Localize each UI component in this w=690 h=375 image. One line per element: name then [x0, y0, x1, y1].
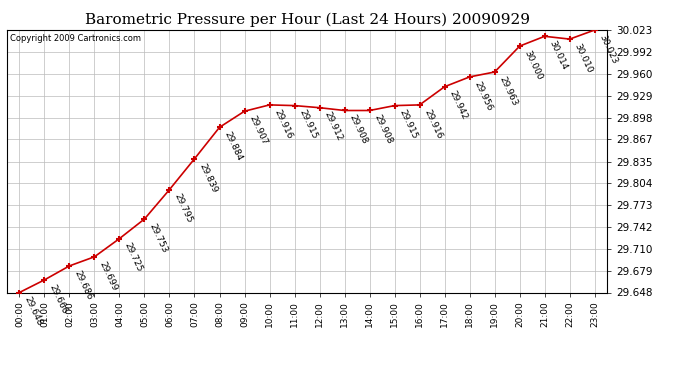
Text: 29.648: 29.648	[22, 295, 43, 327]
Text: 29.666: 29.666	[47, 283, 69, 315]
Text: 29.916: 29.916	[422, 108, 444, 140]
Text: 29.908: 29.908	[373, 113, 394, 146]
Text: 29.963: 29.963	[497, 75, 519, 107]
Text: 30.023: 30.023	[598, 33, 619, 65]
Text: 29.956: 29.956	[473, 80, 494, 112]
Text: 29.884: 29.884	[222, 130, 244, 162]
Text: 29.908: 29.908	[347, 113, 369, 146]
Text: 29.753: 29.753	[147, 222, 169, 254]
Text: 29.912: 29.912	[322, 111, 344, 143]
Text: 29.725: 29.725	[122, 242, 144, 274]
Text: 29.942: 29.942	[447, 90, 469, 122]
Text: 29.686: 29.686	[72, 268, 94, 301]
Text: 29.916: 29.916	[273, 108, 294, 140]
Text: 29.907: 29.907	[247, 114, 269, 146]
Text: 30.014: 30.014	[547, 39, 569, 71]
Text: 29.699: 29.699	[97, 260, 119, 292]
Title: Barometric Pressure per Hour (Last 24 Hours) 20090929: Barometric Pressure per Hour (Last 24 Ho…	[85, 13, 529, 27]
Text: 29.839: 29.839	[197, 162, 219, 194]
Text: 29.915: 29.915	[397, 108, 419, 141]
Text: 30.010: 30.010	[573, 42, 594, 74]
Text: 29.915: 29.915	[297, 108, 319, 141]
Text: Copyright 2009 Cartronics.com: Copyright 2009 Cartronics.com	[10, 34, 141, 43]
Text: 29.795: 29.795	[172, 192, 194, 225]
Text: 30.000: 30.000	[522, 49, 544, 81]
